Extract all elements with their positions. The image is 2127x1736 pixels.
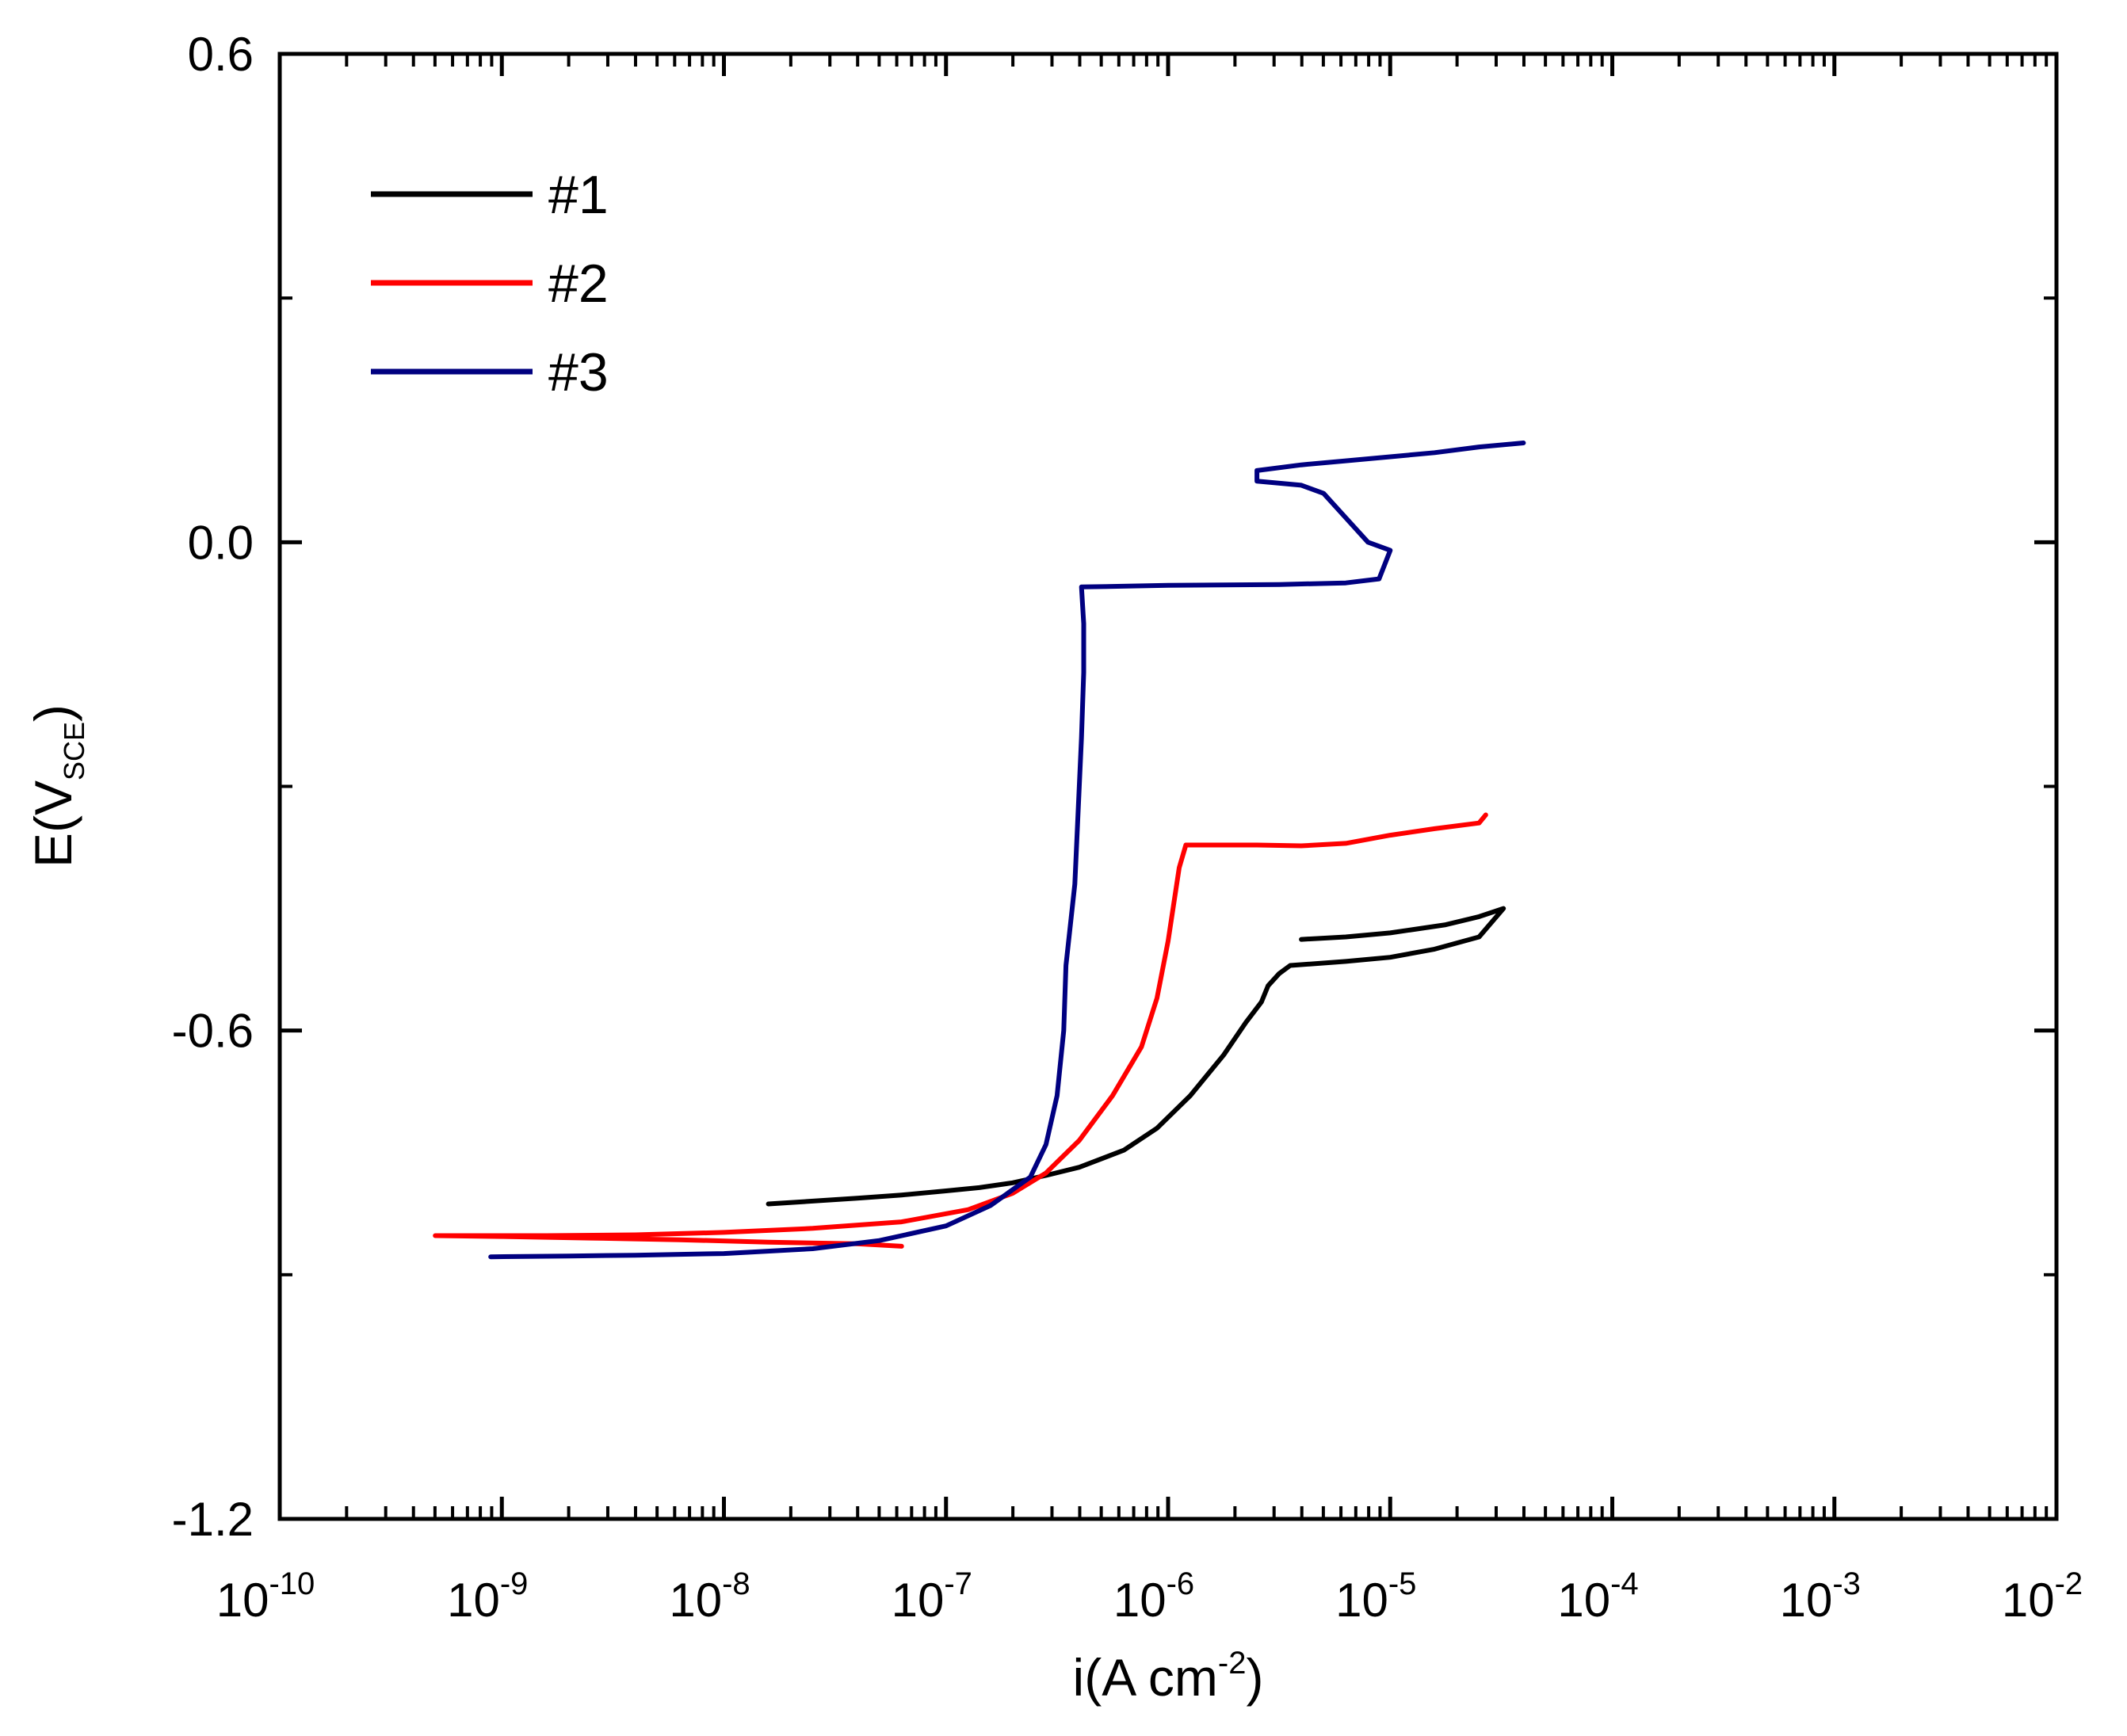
x-tick-label: 10-6: [1113, 1566, 1194, 1627]
x-tick-label: 10-3: [1780, 1566, 1861, 1627]
y-tick-label: -0.6: [172, 1005, 254, 1058]
legend: #1 #2 #3: [371, 165, 609, 403]
y-tick-label: -1.2: [172, 1493, 254, 1546]
x-tick-label: 10-7: [892, 1566, 972, 1627]
curves-layer: [433, 441, 1526, 1260]
x-tick-label: 10-8: [669, 1566, 750, 1627]
series-line-2: [433, 812, 1488, 1249]
x-tick-label: 10-2: [2002, 1566, 2083, 1627]
y-tick-label: 0.6: [188, 28, 254, 81]
ticks-layer: [277, 52, 2059, 1521]
labels-layer: 10-10 10-9 10-8 10-7 10-6 10-5 10-4 10-3 10-2 0.6…: [172, 28, 2083, 1627]
x-tick-label: 10-10: [216, 1566, 315, 1627]
y-tick-label: 0.0: [188, 516, 254, 569]
legend-label-2: #2: [548, 254, 609, 314]
plot-frame: [277, 52, 2059, 1521]
legend-label-3: #3: [548, 342, 609, 403]
series-line-3: [488, 441, 1526, 1260]
x-tick-label: 10-5: [1335, 1566, 1416, 1627]
series-line-1: [766, 906, 1506, 1207]
x-tick-label: 10-9: [447, 1566, 528, 1627]
x-tick-label: 10-4: [1557, 1566, 1638, 1627]
x-axis-title: i(A cm-2): [1073, 1646, 1264, 1707]
legend-label-1: #1: [548, 165, 609, 225]
y-axis-title: E(VSCE): [24, 704, 90, 868]
